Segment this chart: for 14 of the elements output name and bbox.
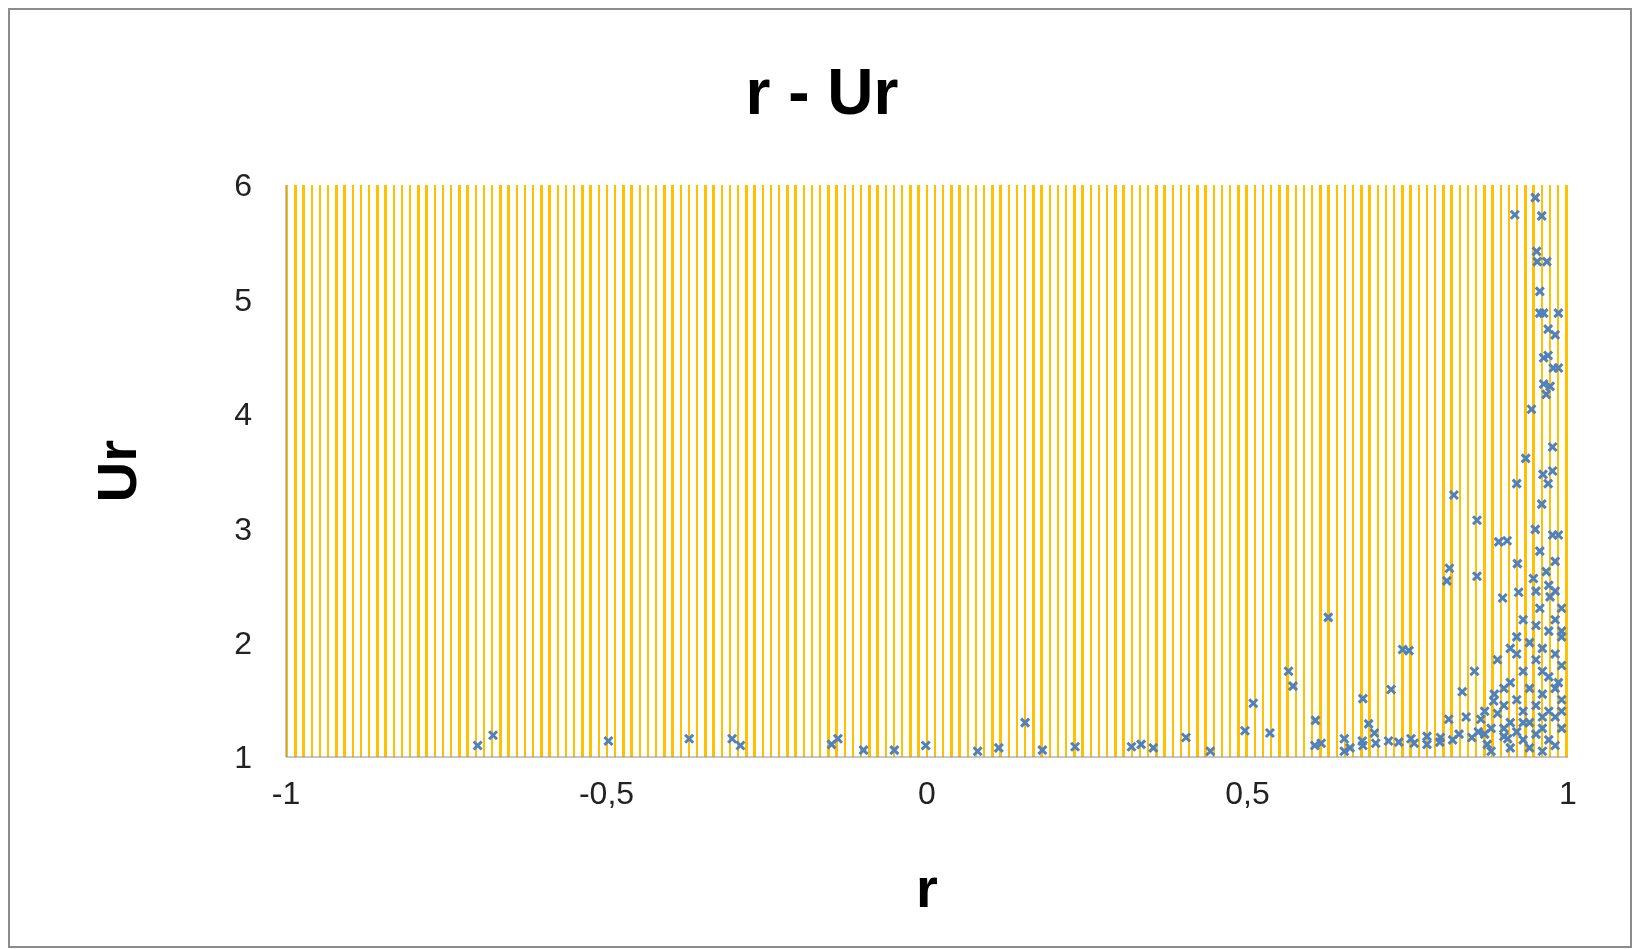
x-tick-label: -0,5	[578, 774, 635, 811]
y-tick-label: 6	[234, 167, 252, 204]
y-tick-label: 5	[234, 281, 252, 318]
x-tick-label: 0	[918, 774, 936, 811]
y-axis-title: Ur	[84, 439, 148, 503]
y-tick-label: 4	[234, 396, 252, 433]
y-tick-label: 1	[234, 739, 252, 776]
x-tick-label: 1	[1559, 774, 1577, 811]
x-tick-label: 0,5	[1225, 774, 1270, 811]
y-tick-label: 3	[234, 510, 252, 547]
y-tick-label: 2	[234, 624, 252, 661]
x-axis-title: r	[916, 856, 938, 919]
x-tick-label: -1	[271, 774, 301, 811]
chart-title: r - Ur	[744, 55, 900, 129]
